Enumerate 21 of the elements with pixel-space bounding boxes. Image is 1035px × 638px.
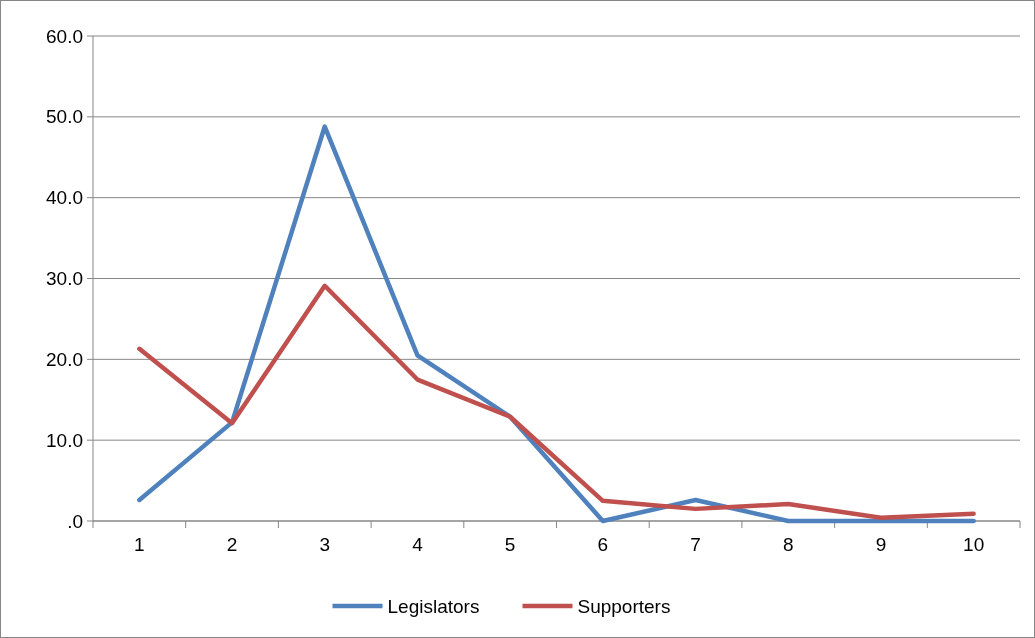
- x-tick-label: 1: [134, 534, 145, 555]
- y-tick-label: 60.0: [46, 25, 83, 47]
- x-tick-label: 7: [690, 534, 701, 555]
- legend-label: Supporters: [577, 595, 671, 617]
- x-tick-label: 6: [597, 534, 609, 555]
- x-tick-label: 8: [782, 534, 794, 555]
- x-tick-label: 3: [319, 534, 331, 555]
- y-tick-label: 20.0: [46, 348, 83, 370]
- legend-label: Legislators: [387, 595, 480, 617]
- y-tick-label: .0: [67, 510, 83, 532]
- y-tick-label: 40.0: [46, 187, 83, 209]
- y-tick-label: 30.0: [46, 268, 83, 290]
- line-series: [137, 124, 976, 524]
- x-tick-label: 9: [875, 534, 887, 555]
- x-tick-label: 4: [412, 534, 424, 555]
- x-tick-label: 2: [226, 534, 238, 555]
- x-tick-label: 5: [504, 534, 516, 555]
- line-series: [137, 283, 976, 521]
- x-tick-label: 10: [963, 534, 985, 555]
- y-tick-label: 10.0: [46, 429, 83, 451]
- y-tick-label: 50.0: [46, 106, 83, 128]
